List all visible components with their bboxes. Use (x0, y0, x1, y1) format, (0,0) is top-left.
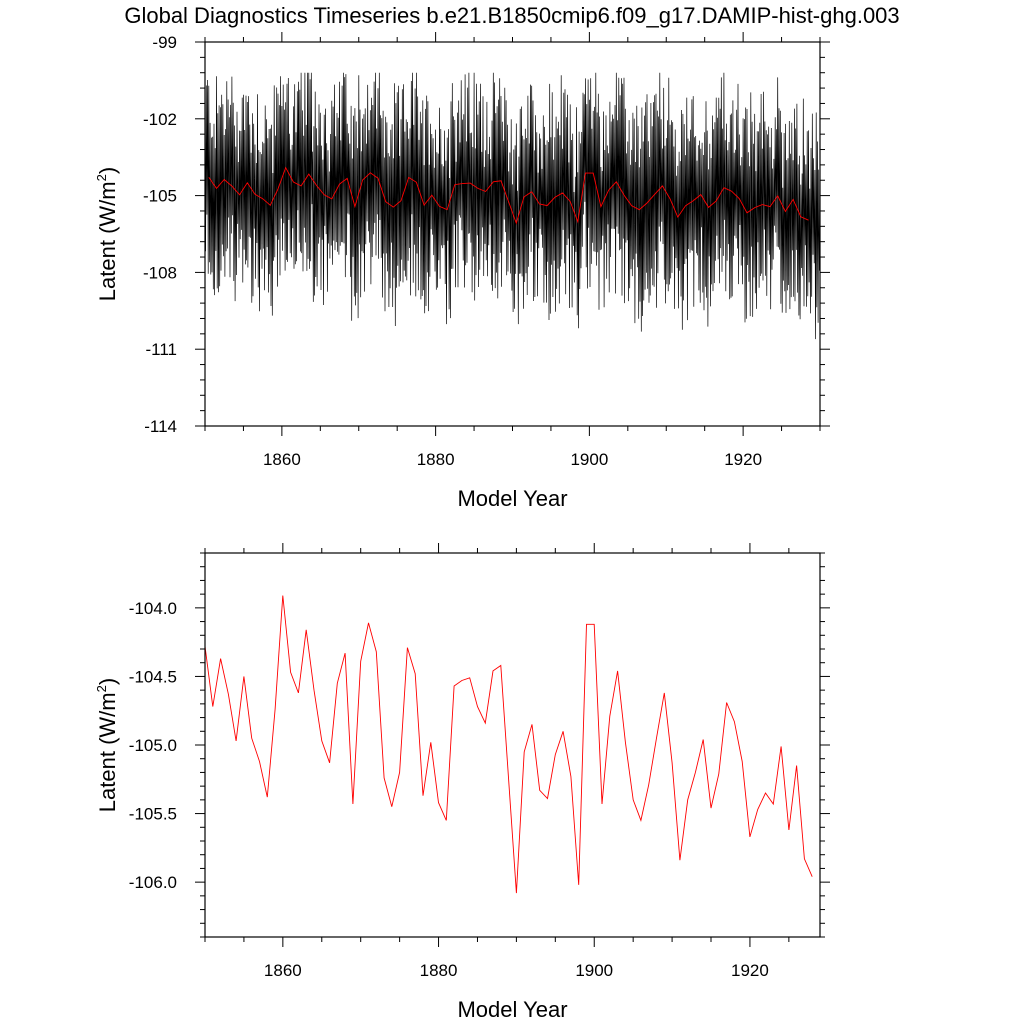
top-panel: 1860 1880 1900 1920-114-111-108-105-102-99 … (94, 32, 830, 511)
x-tick-label: 1860 (264, 961, 302, 980)
x-tick-label: 1880 (420, 961, 458, 980)
x-tick-label: 1900 (575, 961, 613, 980)
y-tick-label: -106.0 (129, 873, 177, 892)
annual-mean-line-top (208, 166, 809, 225)
top-series (204, 72, 820, 340)
y-tick-label: -105.5 (129, 805, 177, 824)
bottom-plot-frame (204, 552, 821, 938)
x-tick-label: 1860 (263, 450, 301, 469)
bottom-y-axis-label-close: ) (95, 678, 120, 685)
top-y-axis-label-main: Latent (W/m (95, 181, 120, 301)
top-axis-ticks: 1860 1880 1900 1920 -114 -111 -108 -105 -102 -99 (143, 32, 830, 469)
x-tick-label: 1920 (731, 961, 769, 980)
y-tick-label: -99 (152, 33, 177, 52)
monthly-series-line (204, 72, 820, 340)
y-tick-label: -111 (145, 340, 177, 359)
y-tick-label: -104.0 (129, 599, 177, 618)
top-x-axis-label: Model Year (457, 486, 567, 511)
annual-mean-line-bottom (204, 595, 813, 894)
y-tick-label: -102 (143, 110, 177, 129)
top-y-axis-label: Latent (W/m2) (94, 167, 120, 301)
bottom-y-axis-label-superscript: 2 (94, 685, 109, 692)
bottom-series (204, 595, 813, 894)
top-y-axis-label-close: ) (95, 167, 120, 174)
bottom-y-axis-label: Latent (W/m2) (94, 678, 120, 812)
y-tick-label: -108 (143, 263, 177, 282)
x-tick-label: 1880 (417, 450, 455, 469)
bottom-axis-ticks: 1860 1880 1900 1920 -106.0 -105.5 -105.0 -104.5… (129, 543, 830, 980)
x-tick-label: 1920 (724, 450, 762, 469)
bottom-panel: 1860 1880 1900 1920 -106.0 -105.5 -105.0 -104.5… (94, 543, 830, 1022)
x-tick-label: 1900 (570, 450, 608, 469)
y-tick-label: -114 (144, 417, 177, 436)
y-tick-label: -105.0 (129, 736, 177, 755)
bottom-x-axis-label: Model Year (457, 997, 567, 1022)
y-tick-label: -105 (143, 187, 177, 206)
figure-title: Global Diagnostics Timeseries b.e21.B185… (124, 3, 900, 28)
y-tick-label: -104.5 (129, 667, 177, 686)
bottom-y-axis-label-main: Latent (W/m (95, 692, 120, 812)
top-y-axis-label-superscript: 2 (94, 174, 109, 181)
